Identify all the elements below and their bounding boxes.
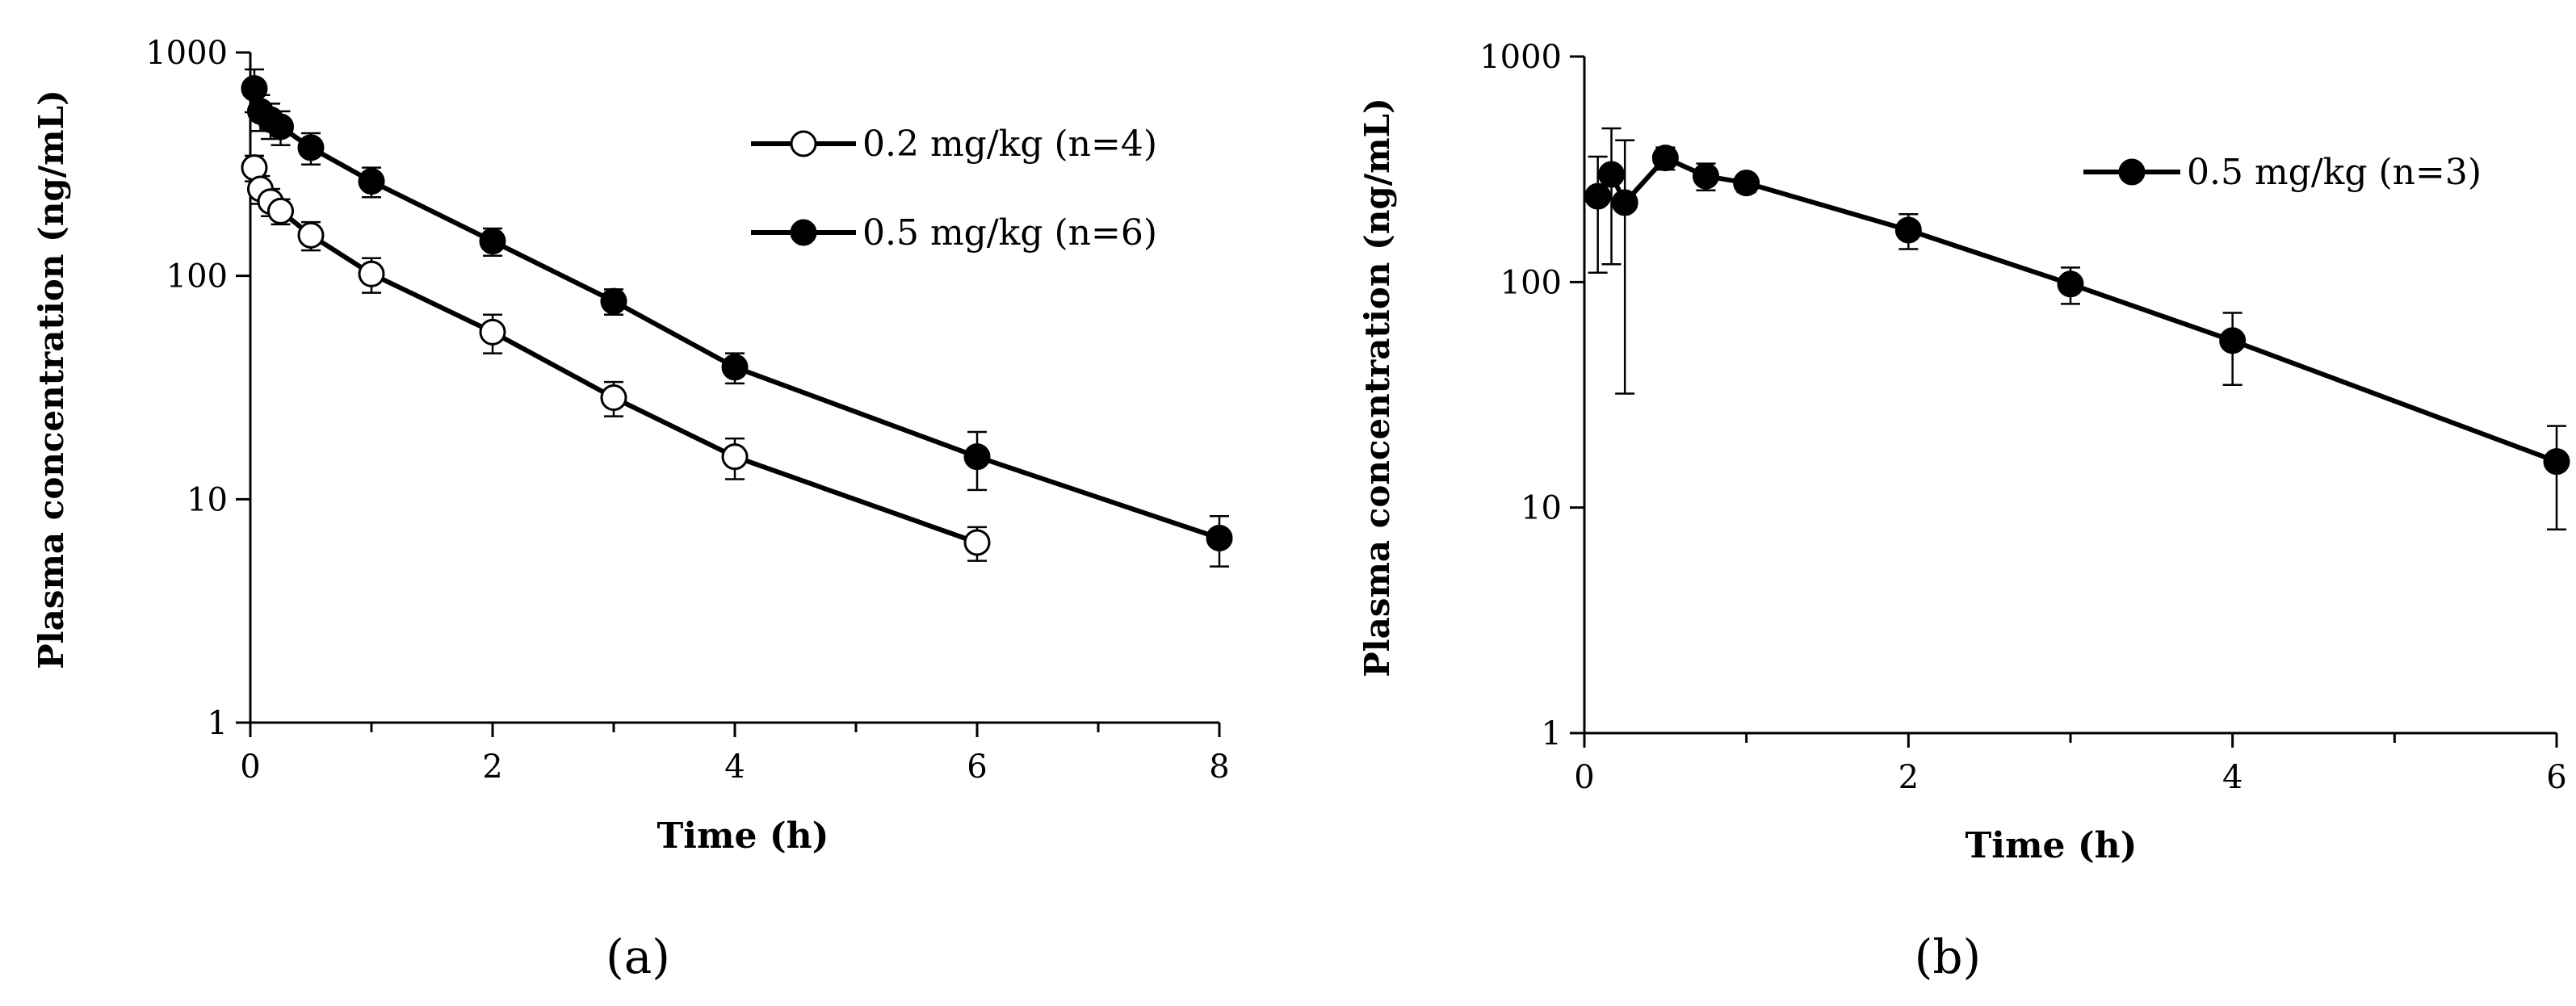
error-bar: [1601, 127, 1622, 266]
axes-a: 0 2 4 6 8 1 10 100 1000: [145, 35, 1230, 786]
x-axis-title-b: Time (h): [1966, 825, 2138, 866]
legend-entry: 0.5 mg/kg (n=3): [2083, 152, 2482, 193]
y-tick-label: 1: [208, 705, 228, 742]
data-point-filled: [2219, 327, 2247, 354]
error-bar: [1588, 155, 1608, 275]
data-point-filled: [1693, 162, 1719, 190]
chart-panel-b: 0 2 4 6 1 10 100 1000 0.5 mg/kg (n=3) Plasma co…: [1357, 39, 2570, 984]
data-point-open: [358, 260, 385, 287]
data-point-open: [479, 318, 506, 346]
x-tick-label: 4: [724, 748, 745, 786]
x-tick-label: 0: [1574, 759, 1594, 796]
chart-panel-a: 0 2 4 6 8 1 10 100 1000 0.2 mg/kg (n=4) 0.5 mg/kg…: [31, 35, 1233, 984]
error-bar: [2547, 425, 2566, 530]
data-point-filled: [2543, 448, 2570, 476]
data-point-filled: [267, 113, 294, 140]
data-point-filled: [1733, 170, 1760, 197]
data-point-filled: [2057, 270, 2084, 298]
data-point-open: [297, 221, 325, 249]
x-tick-label: 2: [482, 748, 502, 786]
x-axis-title-a: Time (h): [657, 815, 829, 857]
data-point-filled: [358, 168, 385, 195]
panel-label-a: (a): [606, 929, 670, 984]
x-tick-label: 4: [2222, 759, 2242, 796]
axes-b: 0 2 4 6 1 10 100 1000: [1479, 39, 2567, 796]
data-point-filled: [1206, 524, 1233, 551]
legend-label: 0.5 mg/kg (n=6): [862, 212, 1157, 254]
legend-label: 0.5 mg/kg (n=3): [2187, 152, 2482, 193]
data-point-filled: [721, 354, 749, 381]
data-point-filled: [1611, 189, 1638, 216]
y-tick-label: 1000: [145, 35, 228, 72]
data-point-filled: [963, 443, 991, 471]
x-tick-label: 8: [1209, 748, 1229, 786]
y-axis-title-b: Plasma concentration (ng/mL): [1357, 98, 1397, 677]
x-tick-label: 2: [1898, 759, 1919, 796]
data-point-open: [600, 384, 627, 411]
series-group-b: [1584, 127, 2570, 530]
y-tick-label: 10: [187, 481, 228, 518]
y-tick-label: 100: [166, 258, 228, 296]
data-point-filled: [297, 134, 325, 161]
x-tick-label: 6: [2546, 759, 2566, 796]
legend-label: 0.2 mg/kg (n=4): [862, 124, 1157, 165]
legend-b: 0.5 mg/kg (n=3): [2083, 152, 2482, 193]
legend-entry: 0.5 mg/kg (n=6): [751, 212, 1157, 254]
data-point-open: [267, 197, 294, 224]
data-point-filled: [479, 228, 506, 255]
data-point-filled: [600, 287, 627, 315]
data-point-open: [963, 529, 991, 556]
data-point-filled: [1598, 161, 1626, 188]
series-group-a: [241, 68, 1233, 568]
y-axis-title-a: Plasma concentration (ng/mL): [31, 90, 71, 669]
x-tick-label: 0: [240, 748, 260, 786]
y-tick-label: 1000: [1479, 39, 1562, 76]
series-line: [1596, 155, 2558, 464]
error-bar: [1615, 139, 1635, 395]
data-point-filled: [1584, 182, 1612, 210]
legend-a: 0.2 mg/kg (n=4) 0.5 mg/kg (n=6): [751, 124, 1157, 254]
y-tick-label: 100: [1500, 264, 1562, 301]
panel-label-b: (b): [1915, 929, 1981, 984]
x-tick-label: 6: [967, 748, 987, 786]
legend-entry: 0.2 mg/kg (n=4): [751, 124, 1157, 165]
data-point-filled: [241, 75, 268, 103]
y-tick-label: 10: [1521, 490, 1562, 527]
data-point-filled: [1651, 145, 1679, 172]
data-point-open: [721, 443, 749, 471]
data-point-filled: [1894, 216, 1922, 244]
y-tick-label: 1: [1542, 715, 1562, 752]
